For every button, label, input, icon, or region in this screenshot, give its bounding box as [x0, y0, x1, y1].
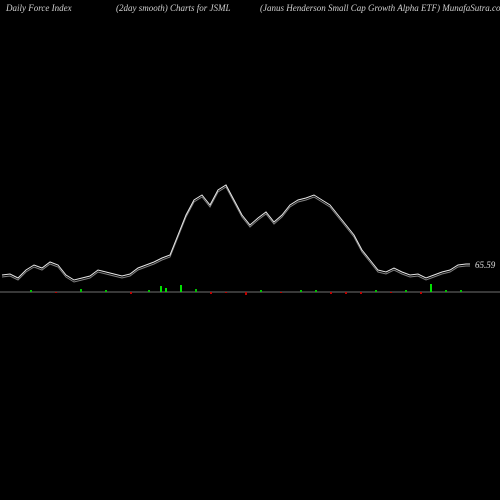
force-bar	[80, 289, 82, 292]
force-bar	[330, 292, 332, 294]
force-bar	[390, 292, 392, 293]
header-segment: (Janus Henderson Small Cap Growth Alpha …	[260, 3, 500, 13]
chart-container: Daily Force Index (2day smooth) Charts fo…	[0, 0, 500, 500]
force-bar	[210, 292, 212, 294]
force-bar	[445, 290, 447, 292]
force-bar	[165, 288, 167, 292]
header-segment: Daily Force Index	[6, 3, 72, 13]
force-bar	[225, 292, 227, 293]
chart-background	[0, 0, 500, 500]
force-bar	[160, 286, 162, 292]
force-bar	[460, 290, 462, 292]
header-segment: (2day smooth) Charts for JSML	[116, 3, 231, 13]
force-bar	[420, 292, 422, 294]
force-bar	[360, 292, 362, 294]
force-bar	[245, 292, 247, 295]
force-bar	[345, 292, 347, 294]
force-bar	[375, 290, 377, 292]
force-bar	[405, 290, 407, 292]
force-bar	[315, 290, 317, 292]
force-bar	[55, 292, 57, 293]
force-bar	[130, 292, 132, 294]
price-label: 65.59	[475, 260, 495, 270]
force-bar	[148, 290, 150, 292]
force-bar	[430, 284, 432, 292]
force-bar	[105, 290, 107, 292]
chart-header: Daily Force Index (2day smooth) Charts fo…	[0, 0, 500, 18]
force-bar	[195, 289, 197, 292]
force-bar	[280, 292, 282, 293]
force-bar	[260, 290, 262, 292]
chart-svg	[0, 0, 500, 500]
force-bar	[300, 290, 302, 292]
force-bar	[180, 285, 182, 292]
force-bar	[30, 290, 32, 292]
